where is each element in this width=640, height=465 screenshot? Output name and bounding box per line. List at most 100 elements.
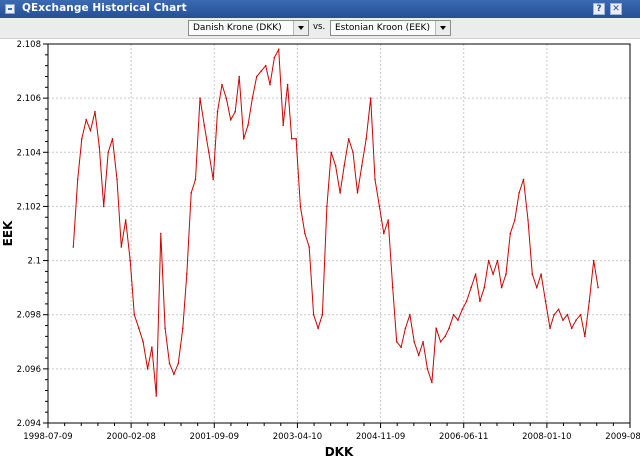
data-point (566, 313, 569, 316)
data-point (142, 341, 144, 343)
data-point (369, 97, 372, 99)
data-point (505, 273, 507, 275)
data-point (282, 124, 285, 126)
data-point (225, 97, 228, 99)
app-icon (5, 4, 15, 14)
data-point (431, 381, 433, 384)
x-tick-label: 2006-06-11 (439, 432, 488, 442)
data-point (361, 165, 363, 167)
data-point (352, 151, 354, 154)
data-point (487, 259, 490, 262)
data-point (584, 335, 586, 338)
data-point (439, 341, 442, 343)
data-point (208, 151, 210, 154)
data-point (251, 97, 254, 99)
data-point (509, 232, 512, 235)
data-point (479, 300, 481, 303)
data-point (387, 219, 390, 221)
data-point (452, 313, 455, 316)
data-point (164, 327, 166, 330)
data-point (234, 110, 236, 113)
x-axis-label: DKK (325, 445, 354, 459)
data-point (588, 300, 591, 303)
x-tick-label: 2000-02-08 (106, 432, 155, 442)
data-point (168, 362, 171, 365)
data-point (496, 259, 499, 262)
chevron-down-icon[interactable] (293, 21, 308, 35)
data-point (203, 124, 206, 126)
data-point (422, 341, 424, 343)
data-point (160, 232, 162, 235)
data-point (98, 146, 101, 148)
data-point (334, 165, 337, 167)
x-tick-labels: 1998-07-09 2000-02-08 2001-09-09 2003-04-10… (23, 432, 640, 442)
data-point (312, 313, 315, 316)
data-point (199, 97, 201, 99)
data-point (304, 232, 306, 235)
y-tick-label: 2.094 (17, 419, 41, 429)
chevron-down-icon[interactable] (435, 21, 450, 35)
data-point (277, 48, 280, 51)
data-point (474, 273, 477, 275)
data-point (229, 119, 232, 121)
data-point (107, 151, 109, 154)
base-currency-select[interactable]: Danish Krone (DKK) (188, 20, 309, 36)
data-point (553, 313, 555, 316)
data-point (339, 192, 341, 194)
x-tick-label: 2003-04-10 (273, 432, 322, 442)
x-tick-label: 2001-09-09 (190, 432, 239, 442)
data-point (85, 119, 87, 121)
data-point (404, 327, 407, 330)
data-point (374, 178, 376, 181)
data-point (413, 341, 416, 343)
data-point (177, 362, 180, 365)
data-point (409, 313, 411, 316)
data-point (102, 205, 105, 208)
close-button[interactable]: ✕ (610, 3, 622, 15)
data-point (299, 205, 302, 208)
window-title: QExchange Historical Chart (22, 2, 187, 14)
data-point (290, 138, 293, 140)
currency-toolbar: Danish Krone (DKK) vs. Estonian Kroon (E… (0, 18, 640, 39)
data-point (286, 83, 289, 86)
data-point (120, 246, 123, 248)
data-point (527, 219, 529, 221)
data-point (216, 110, 219, 113)
data-point (522, 178, 525, 181)
data-point (549, 327, 551, 330)
data-point (395, 341, 398, 343)
data-point (562, 319, 564, 321)
grid (48, 44, 630, 423)
help-button[interactable]: ? (593, 3, 605, 15)
data-point (146, 368, 149, 370)
historical-chart: 1998-07-09 2000-02-08 2001-09-09 2003-04-10… (1, 40, 640, 459)
data-point (461, 308, 464, 311)
data-point (435, 327, 438, 330)
data-point (597, 286, 599, 289)
data-point (186, 273, 188, 275)
data-point (129, 259, 131, 262)
data-point (579, 313, 582, 316)
data-point (247, 124, 249, 126)
ticks (43, 43, 631, 428)
data-point (255, 75, 258, 78)
vs-label: vs. (313, 22, 326, 32)
data-point (133, 313, 136, 316)
data-point (444, 335, 446, 338)
data-point (483, 286, 486, 289)
base-currency-value: Danish Krone (DKK) (193, 23, 282, 33)
data-point (417, 354, 420, 357)
x-tick-label: 2004-11-09 (356, 432, 405, 442)
data-point (544, 300, 547, 303)
data-point (212, 178, 214, 181)
data-points (72, 48, 599, 397)
quote-currency-select[interactable]: Estonian Kroon (EEK) (330, 20, 451, 36)
title-bar[interactable]: QExchange Historical Chart ? ✕ (0, 0, 640, 18)
x-tick-label: 1998-07-09 (23, 432, 72, 442)
y-tick-label: 2.096 (17, 365, 41, 375)
data-point (514, 219, 516, 221)
data-point (89, 129, 92, 132)
data-point (308, 246, 311, 248)
data-point (76, 178, 79, 181)
data-point (138, 327, 140, 330)
